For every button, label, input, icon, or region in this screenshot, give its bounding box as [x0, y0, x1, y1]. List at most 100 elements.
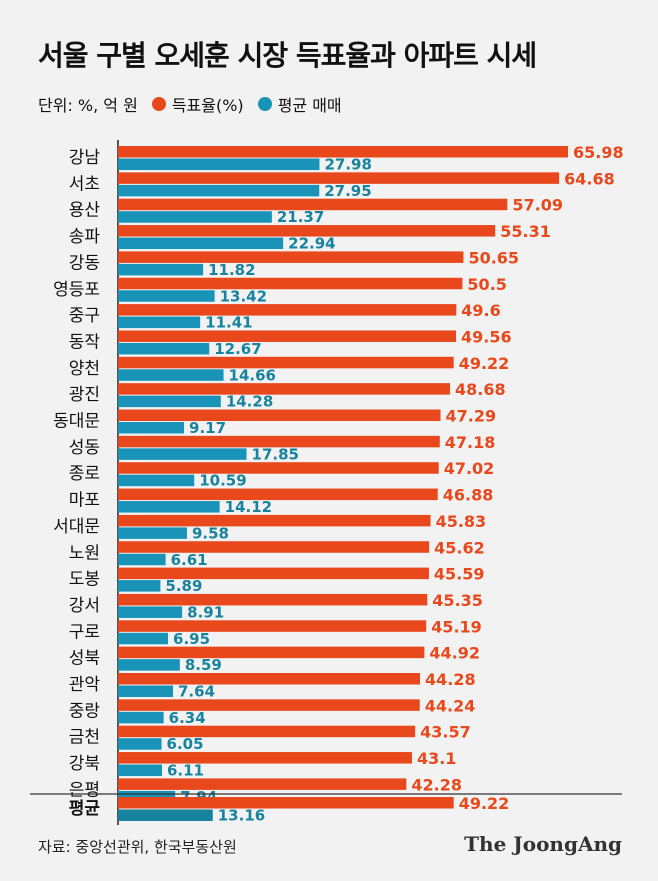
category-label: 평균 — [69, 799, 101, 819]
vote-value-label: 46.88 — [443, 486, 494, 505]
category-label: 관악 — [69, 675, 101, 695]
source-note: 자료: 중앙선관위, 한국부동산원 — [38, 838, 237, 856]
price-bar — [118, 632, 169, 645]
category-label: 동작 — [69, 332, 101, 352]
price-bar — [118, 237, 284, 250]
vote-value-label: 45.35 — [432, 591, 483, 610]
vote-value-label: 50.5 — [467, 275, 506, 294]
vote-value-label: 44.24 — [425, 696, 476, 715]
price-bar — [118, 809, 213, 821]
price-value-label: 11.82 — [208, 261, 255, 279]
vote-bar — [118, 330, 457, 342]
price-value-label: 14.66 — [229, 366, 276, 384]
vote-value-label: 65.98 — [573, 143, 624, 162]
price-value-label: 8.91 — [187, 603, 224, 621]
price-bar — [118, 263, 204, 276]
vote-bar — [118, 225, 496, 237]
category-label: 중구 — [69, 306, 100, 326]
price-value-label: 7.64 — [178, 683, 215, 701]
category-label: 양천 — [69, 359, 100, 379]
price-bar — [118, 158, 320, 170]
category-label: 강동 — [69, 253, 100, 273]
vote-value-label: 49.22 — [459, 354, 510, 373]
vote-value-label: 57.09 — [512, 196, 563, 215]
category-label: 강남 — [69, 148, 101, 168]
vote-value-label: 47.29 — [446, 407, 497, 426]
vote-bar — [118, 699, 420, 711]
price-bar — [118, 527, 187, 539]
vote-value-label: 45.83 — [436, 512, 487, 531]
category-label: 금천 — [69, 728, 100, 748]
vote-bar — [118, 797, 454, 809]
vote-value-label: 43.1 — [417, 749, 456, 768]
category-label: 송파 — [69, 227, 101, 247]
price-bar — [118, 738, 162, 750]
price-bar — [118, 580, 161, 592]
vote-bar — [118, 593, 428, 606]
vote-bar — [118, 620, 427, 632]
price-bar — [118, 711, 164, 724]
price-value-label: 6.34 — [169, 709, 206, 727]
price-value-label: 13.42 — [220, 287, 267, 305]
vote-value-label: 47.18 — [445, 433, 496, 452]
category-label: 동대문 — [53, 412, 100, 432]
category-label: 용산 — [69, 201, 101, 221]
price-value-label: 14.28 — [226, 393, 273, 411]
price-bar — [118, 448, 247, 460]
price-value-label: 22.94 — [288, 235, 335, 253]
price-bar — [118, 184, 320, 197]
chart-title: 서울 구별 오세훈 시장 득표율과 아파트 시세 — [38, 39, 537, 72]
legend-vote-label: 득표율(%) — [171, 96, 244, 115]
price-bar — [118, 553, 166, 566]
price-bar — [118, 790, 176, 803]
vote-value-label: 48.68 — [455, 380, 506, 399]
category-label: 종로 — [69, 464, 100, 484]
price-bar — [118, 316, 201, 329]
category-label: 마포 — [69, 491, 100, 511]
price-bar — [118, 211, 272, 223]
vote-value-label: 64.68 — [564, 169, 615, 188]
category-label: 성북 — [69, 649, 100, 669]
vote-bar — [118, 488, 438, 501]
price-bar — [118, 659, 180, 671]
category-label: 중랑 — [69, 701, 101, 721]
vote-bar — [118, 567, 429, 580]
price-value-label: 14.12 — [225, 498, 272, 516]
price-value-label: 8.59 — [185, 656, 222, 674]
category-label: 노원 — [69, 543, 100, 563]
vote-bar — [118, 514, 431, 527]
price-value-label: 12.67 — [214, 340, 261, 358]
vote-bar — [118, 752, 412, 764]
vote-bar — [118, 251, 464, 263]
vote-bar — [118, 198, 508, 211]
category-label: 광진 — [69, 385, 100, 405]
vote-bar — [118, 673, 421, 685]
price-bar — [118, 606, 183, 618]
category-label: 도봉 — [69, 570, 100, 590]
legend-vote-swatch — [151, 97, 166, 111]
vote-bar — [118, 462, 439, 474]
vote-value-label: 45.19 — [431, 617, 482, 636]
vote-bar — [118, 725, 416, 738]
price-value-label: 11.41 — [205, 314, 252, 332]
legend-price-label: 평균 매매 — [277, 96, 342, 115]
price-value-label: 9.58 — [192, 524, 229, 542]
vote-value-label: 45.59 — [434, 565, 485, 584]
vote-bar — [118, 409, 441, 421]
vote-bar — [118, 383, 451, 395]
legend: 단위: %, 억 원 득표율(%) 평균 매매 — [38, 92, 342, 116]
price-value-label: 10.59 — [199, 472, 246, 490]
vote-bar — [118, 172, 560, 184]
price-value-label: 27.95 — [324, 182, 371, 200]
category-label: 서대문 — [53, 517, 100, 537]
unit-label: 단위: %, 억 원 — [38, 96, 138, 115]
vote-bar — [118, 646, 425, 659]
price-value-label: 27.98 — [324, 156, 371, 174]
vote-value-label: 44.28 — [425, 670, 476, 689]
price-value-label: 6.11 — [167, 762, 204, 780]
price-bar — [118, 764, 162, 777]
vote-bar — [118, 541, 430, 553]
vote-bar — [118, 778, 407, 790]
vote-value-label: 55.31 — [500, 222, 551, 241]
vote-value-label: 42.28 — [411, 775, 462, 794]
